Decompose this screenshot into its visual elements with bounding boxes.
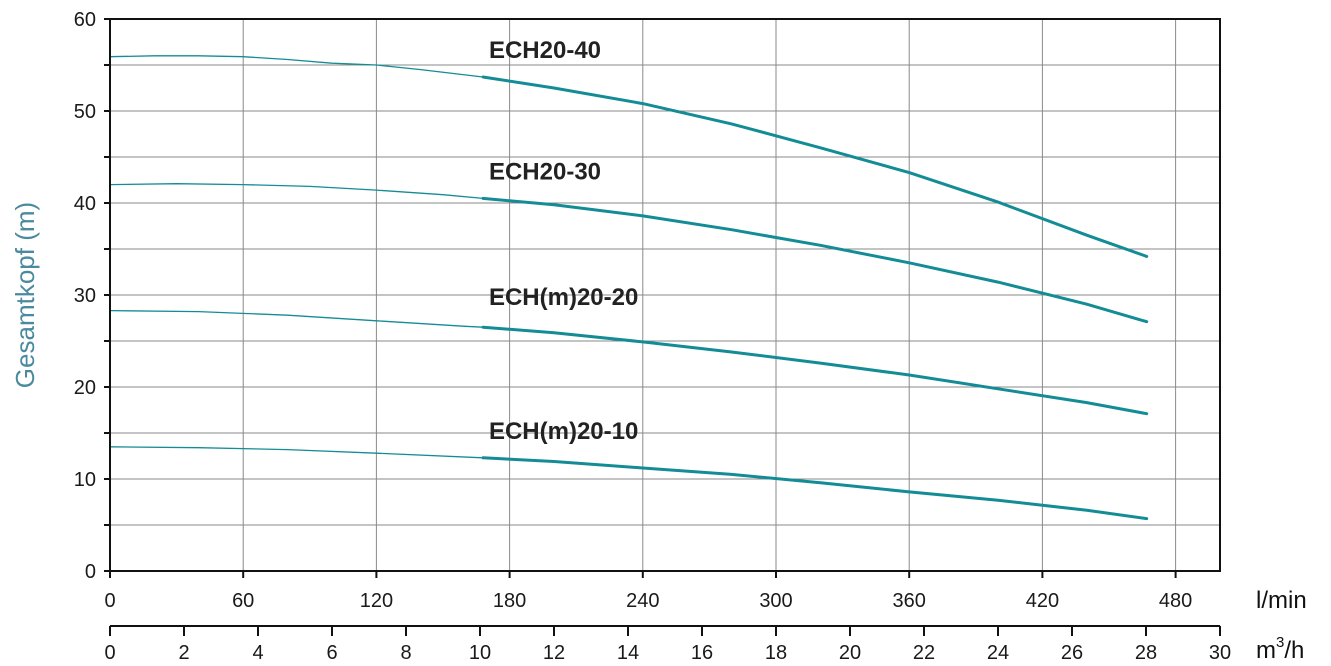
y-tick-label: 60 (74, 9, 96, 31)
series-labels: ECH20-40 ECH20-30 ECH(m)20-20 ECH(m)20-10 (489, 37, 638, 445)
x-m3h-tick-label: 18 (765, 642, 787, 664)
y-tick-label: 40 (74, 193, 96, 215)
y-tick-label: 20 (74, 377, 96, 399)
x-lmin-tick-label: 60 (232, 590, 254, 612)
x-m3h-tick-label: 28 (1135, 642, 1157, 664)
y-tick-label: 30 (74, 285, 96, 307)
x-m3h-tick-label: 4 (252, 642, 263, 664)
x-axis-m3h: 0 2 4 6 8 10 12 14 16 18 20 22 24 26 28 30 (104, 625, 1231, 664)
x-m3h-tick-label: 12 (543, 642, 565, 664)
series-label: ECH20-30 (489, 158, 601, 185)
x-m3h-tick-label: 24 (987, 642, 1009, 664)
y-axis: 0 10 20 30 40 50 60 (74, 9, 110, 583)
x-lmin-tick-label: 300 (759, 590, 792, 612)
x-lmin-tick-label: 360 (893, 590, 926, 612)
x-lmin-tick-label: 0 (104, 590, 115, 612)
x-m3h-tick-label: 26 (1061, 642, 1083, 664)
series-curve (481, 75, 1149, 258)
x-lmin-tick-label: 120 (360, 590, 393, 612)
x-m3h-tick-label: 2 (178, 642, 189, 664)
series-label: ECH(m)20-10 (489, 418, 638, 445)
y-tick-label: 0 (85, 561, 96, 583)
series-label: ECH(m)20-20 (489, 284, 638, 311)
x-m3h-tick-label: 30 (1209, 642, 1231, 664)
x-m3h-tick-label: 22 (913, 642, 935, 664)
x-lmin-tick-label: 480 (1159, 590, 1192, 612)
series-curve (481, 456, 1149, 521)
x-m3h-tick-label: 0 (104, 642, 115, 664)
series-curve (481, 325, 1149, 416)
y-axis-title: Gesamtkopf (m) (10, 202, 40, 388)
y-tick-label: 10 (74, 469, 96, 491)
grid-lines (110, 19, 1220, 571)
x-m3h-tick-label: 20 (839, 642, 861, 664)
series-curve-thin (109, 183, 484, 200)
x-axis-lmin-unit: l/min (1256, 587, 1307, 614)
x-lmin-tick-label: 240 (626, 590, 659, 612)
x-m3h-tick-label: 10 (469, 642, 491, 664)
series-curve-thin (109, 309, 484, 328)
series-curve-thin (109, 446, 484, 459)
series-curve-thin (109, 55, 484, 78)
x-m3h-tick-label: 8 (400, 642, 411, 664)
x-m3h-tick-label: 16 (691, 642, 713, 664)
x-m3h-tick-label: 6 (326, 642, 337, 664)
x-lmin-tick-label: 180 (493, 590, 526, 612)
series-curves (109, 55, 1149, 521)
x-axis-m3h-unit: m3/h (1256, 634, 1304, 664)
series-curve (481, 196, 1149, 324)
series-label: ECH20-40 (489, 37, 601, 64)
y-tick-label: 50 (74, 101, 96, 123)
x-axis-lmin: 0 60 120 180 240 300 360 420 480 (104, 571, 1192, 612)
x-lmin-tick-label: 420 (1026, 590, 1059, 612)
x-m3h-tick-label: 14 (617, 642, 639, 664)
